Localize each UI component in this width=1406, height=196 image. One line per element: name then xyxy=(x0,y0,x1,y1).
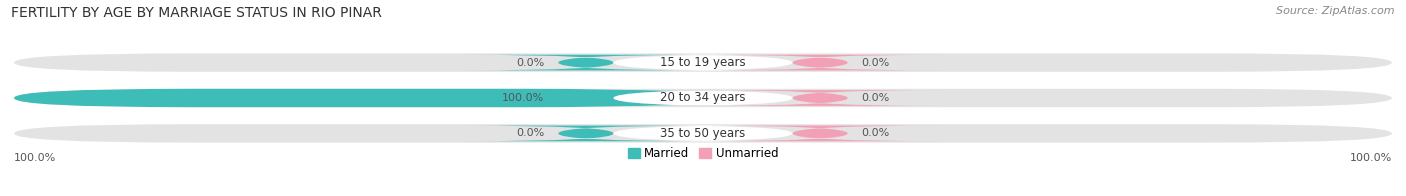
Text: 15 to 19 years: 15 to 19 years xyxy=(661,56,745,69)
Text: 100.0%: 100.0% xyxy=(14,153,56,163)
Text: 0.0%: 0.0% xyxy=(862,128,890,138)
FancyBboxPatch shape xyxy=(696,55,945,70)
FancyBboxPatch shape xyxy=(14,89,703,107)
Text: 0.0%: 0.0% xyxy=(516,128,544,138)
FancyBboxPatch shape xyxy=(613,90,793,106)
FancyBboxPatch shape xyxy=(14,53,1392,72)
Text: 0.0%: 0.0% xyxy=(516,58,544,68)
Text: FERTILITY BY AGE BY MARRIAGE STATUS IN RIO PINAR: FERTILITY BY AGE BY MARRIAGE STATUS IN R… xyxy=(11,6,382,20)
FancyBboxPatch shape xyxy=(696,126,945,141)
FancyBboxPatch shape xyxy=(461,126,710,141)
FancyBboxPatch shape xyxy=(14,89,1392,107)
Text: Source: ZipAtlas.com: Source: ZipAtlas.com xyxy=(1277,6,1395,16)
Text: 100.0%: 100.0% xyxy=(1350,153,1392,163)
Text: 0.0%: 0.0% xyxy=(862,58,890,68)
FancyBboxPatch shape xyxy=(461,90,710,106)
Text: 20 to 34 years: 20 to 34 years xyxy=(661,92,745,104)
FancyBboxPatch shape xyxy=(613,54,793,71)
FancyBboxPatch shape xyxy=(613,125,793,142)
FancyBboxPatch shape xyxy=(696,90,945,106)
FancyBboxPatch shape xyxy=(461,55,710,70)
Text: 0.0%: 0.0% xyxy=(862,93,890,103)
FancyBboxPatch shape xyxy=(14,124,1392,143)
Text: 100.0%: 100.0% xyxy=(502,93,544,103)
Legend: Married, Unmarried: Married, Unmarried xyxy=(628,147,778,160)
Text: 35 to 50 years: 35 to 50 years xyxy=(661,127,745,140)
